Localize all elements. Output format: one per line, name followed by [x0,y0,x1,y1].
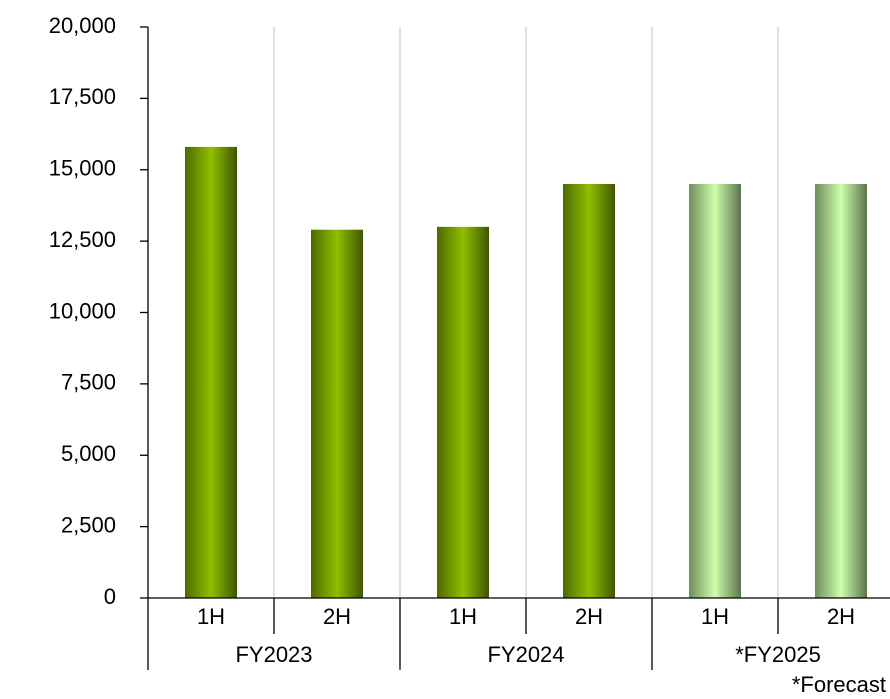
y-tick-label: 12,500 [49,227,116,252]
x-tick-label: 1H [197,604,225,629]
y-tick-label: 0 [104,584,116,609]
x-tick-label: 2H [323,604,351,629]
bar [815,184,867,598]
bar [311,229,363,598]
y-tick-label: 2,500 [61,512,116,537]
y-tick-label: 7,500 [61,370,116,395]
group-label: FY2024 [487,642,564,667]
bar [185,146,237,598]
x-tick-label: 2H [827,604,855,629]
group-label: FY2023 [235,642,312,667]
x-tick-label: 1H [449,604,477,629]
bar [563,184,615,598]
annotation: *Forecast [792,672,886,697]
y-tick-label: 5,000 [61,441,116,466]
bar [689,184,741,598]
x-tick-label: 1H [701,604,729,629]
group-label: *FY2025 [735,642,821,667]
bar [437,226,489,598]
x-tick-label: 2H [575,604,603,629]
y-tick-label: 15,000 [49,156,116,181]
y-tick-label: 17,500 [49,84,116,109]
y-tick-label: 10,000 [49,298,116,323]
y-tick-label: 20,000 [49,13,116,38]
